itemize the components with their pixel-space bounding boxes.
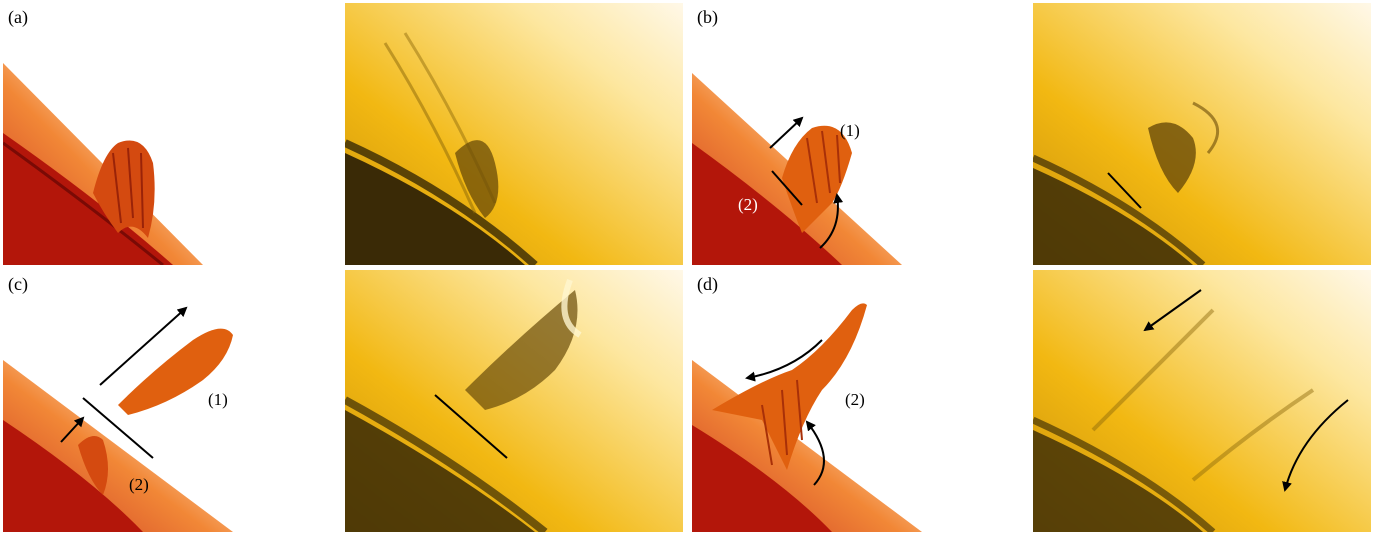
- feature-label-1: (1): [840, 121, 860, 140]
- panel-label: (b): [697, 7, 718, 27]
- panel-label: (c): [8, 274, 28, 294]
- feature-label-2: (2): [738, 195, 758, 214]
- panel-label: (d): [697, 274, 718, 294]
- feature-label-1: (1): [208, 390, 228, 409]
- panel-b-euv: [1033, 3, 1371, 265]
- panel-c-euv: [345, 270, 683, 532]
- panel-label: (a): [8, 7, 28, 27]
- panel-b-halpha: (1) (2) (b): [692, 3, 1030, 265]
- panel-c-halpha: (1) (2) (c): [3, 270, 342, 532]
- panel-d-halpha: (2) (d): [692, 270, 1030, 532]
- feature-label-2: (2): [845, 390, 865, 409]
- panel-a-halpha: (a): [3, 3, 342, 265]
- feature-label-2: (2): [129, 475, 149, 494]
- panel-a-euv: [345, 3, 683, 265]
- panel-d-euv: [1033, 270, 1371, 532]
